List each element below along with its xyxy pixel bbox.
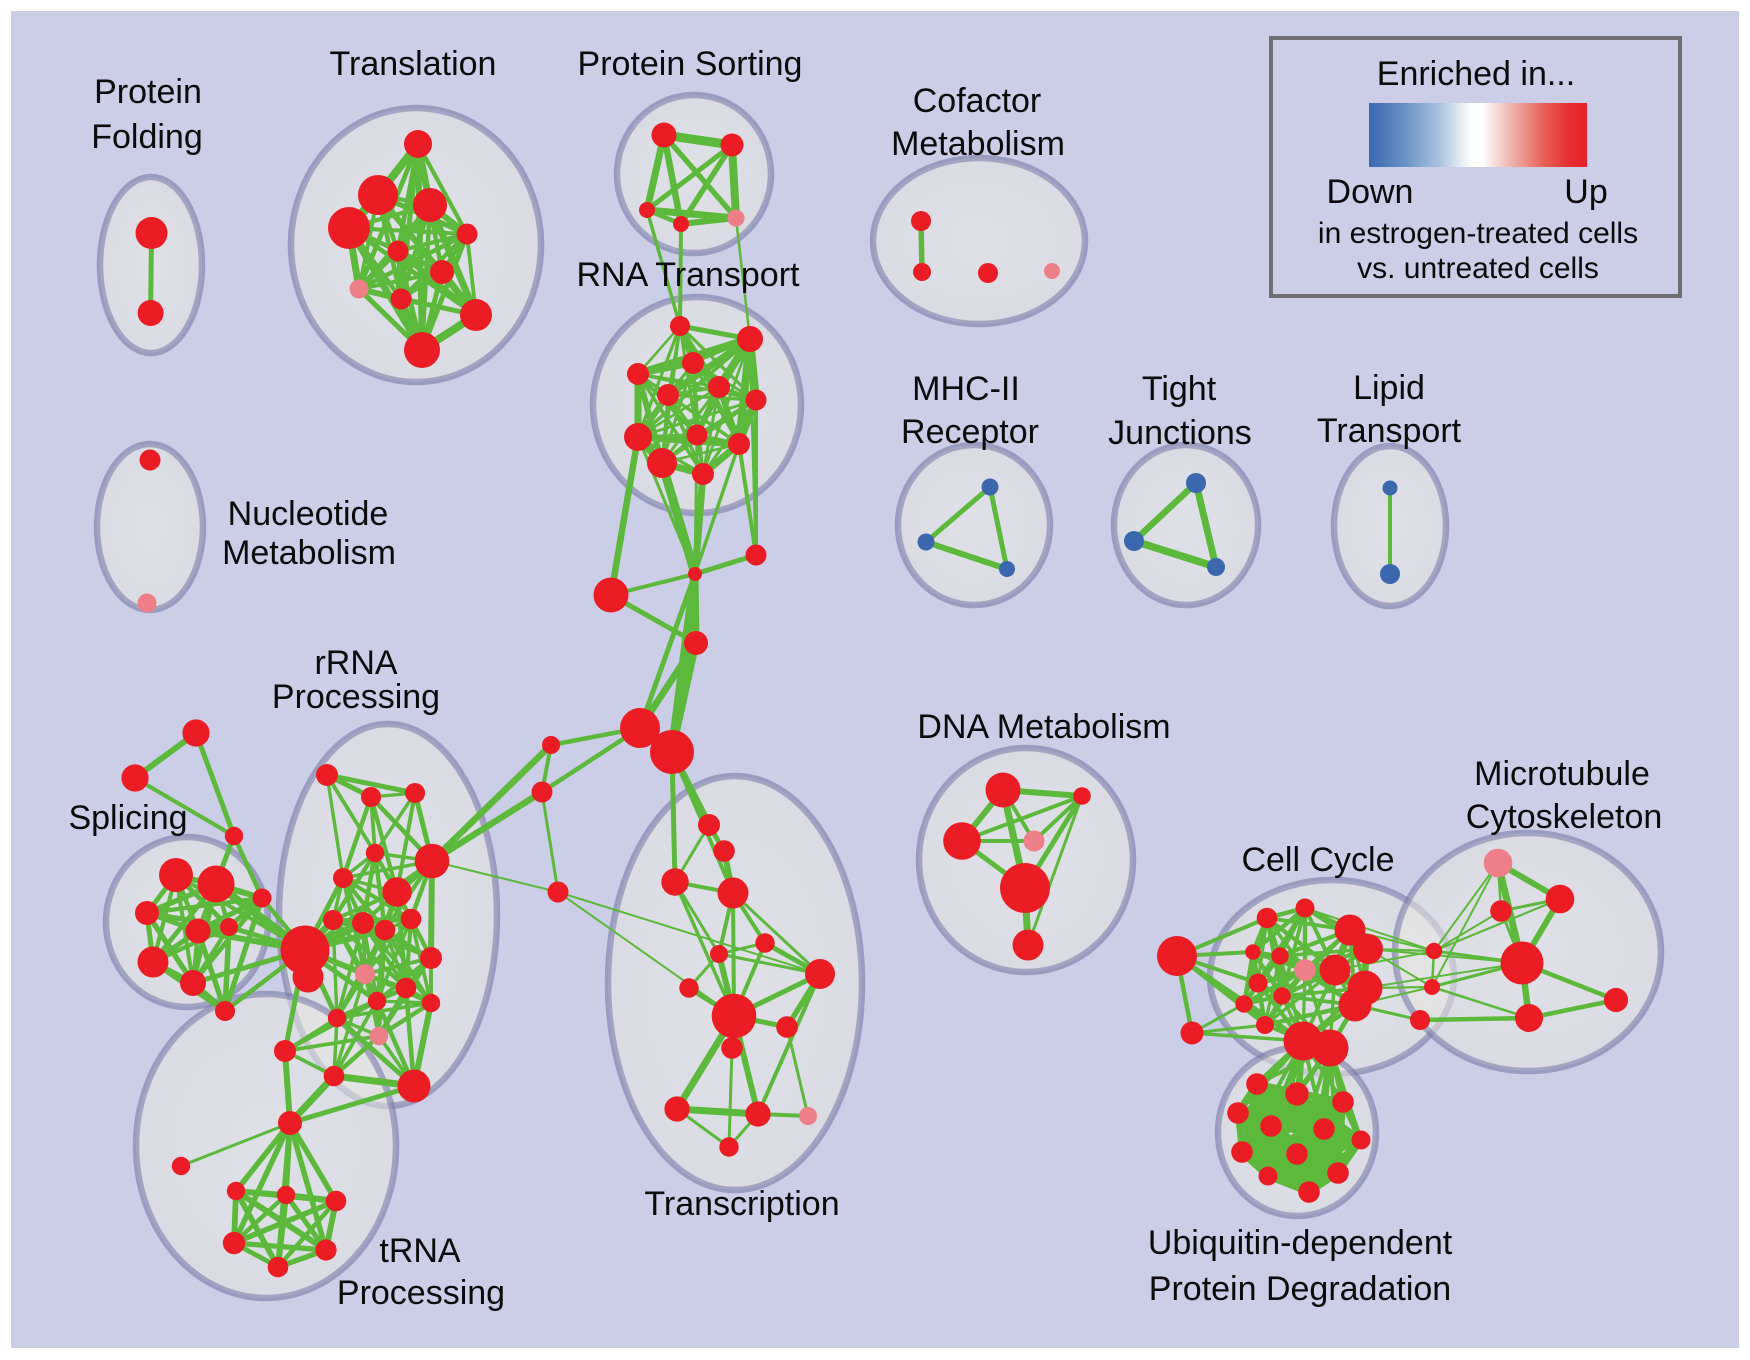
svg-text:Receptor: Receptor xyxy=(901,413,1039,451)
svg-text:Folding: Folding xyxy=(91,118,203,156)
svg-text:Cofactor: Cofactor xyxy=(913,82,1042,120)
svg-text:Microtubule: Microtubule xyxy=(1474,755,1650,793)
svg-text:Ubiquitin-dependent: Ubiquitin-dependent xyxy=(1148,1224,1453,1262)
svg-text:Protein Sorting: Protein Sorting xyxy=(578,45,803,83)
svg-text:Lipid: Lipid xyxy=(1353,369,1425,407)
svg-text:Translation: Translation xyxy=(330,45,497,83)
svg-text:DNA Metabolism: DNA Metabolism xyxy=(917,708,1170,746)
svg-text:Metabolism: Metabolism xyxy=(222,534,396,572)
svg-text:vs. untreated cells: vs. untreated cells xyxy=(1357,252,1599,285)
svg-text:Nucleotide: Nucleotide xyxy=(228,495,389,533)
svg-text:in estrogen-treated cells: in estrogen-treated cells xyxy=(1318,217,1638,250)
svg-text:tRNA: tRNA xyxy=(379,1232,461,1270)
svg-text:Tight: Tight xyxy=(1142,370,1217,408)
svg-text:Processing: Processing xyxy=(272,678,440,716)
svg-text:Splicing: Splicing xyxy=(68,799,187,837)
svg-text:Cell Cycle: Cell Cycle xyxy=(1241,841,1394,879)
svg-text:RNA Transport: RNA Transport xyxy=(577,256,801,294)
svg-text:Down: Down xyxy=(1327,173,1414,211)
svg-text:Enriched in...: Enriched in... xyxy=(1377,55,1575,93)
svg-text:Transport: Transport xyxy=(1317,412,1462,450)
svg-text:MHC-II: MHC-II xyxy=(912,370,1020,408)
svg-text:Processing: Processing xyxy=(337,1274,505,1312)
svg-text:Metabolism: Metabolism xyxy=(891,125,1065,163)
svg-text:Protein Degradation: Protein Degradation xyxy=(1149,1270,1451,1308)
svg-text:Cytoskeleton: Cytoskeleton xyxy=(1466,798,1663,836)
svg-text:Transcription: Transcription xyxy=(644,1185,839,1223)
svg-text:Up: Up xyxy=(1564,173,1607,211)
svg-text:Junctions: Junctions xyxy=(1108,414,1252,452)
svg-text:rRNA: rRNA xyxy=(314,644,397,682)
svg-text:Protein: Protein xyxy=(94,73,202,111)
